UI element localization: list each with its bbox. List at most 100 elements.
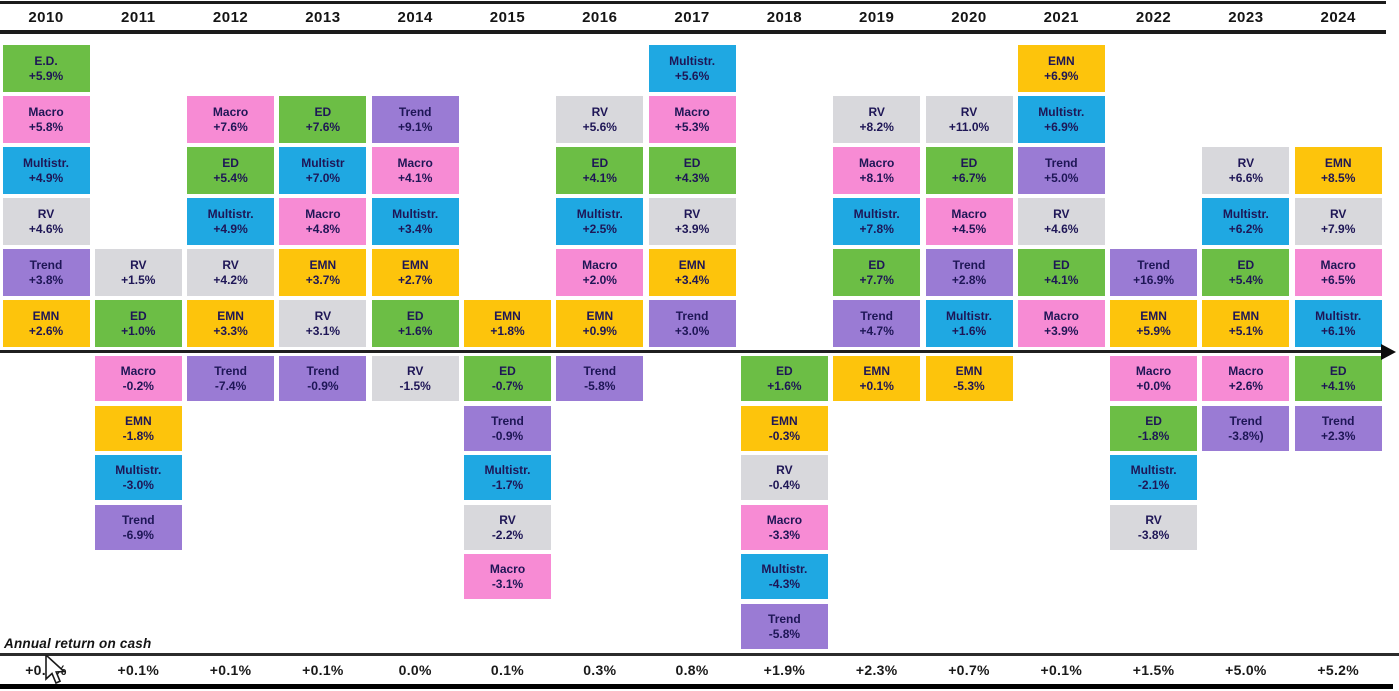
cash-return-value: +1.9% — [763, 662, 806, 678]
strategy-box: ED +7.7% — [833, 249, 921, 296]
strategy-name: Multistr. — [392, 207, 439, 221]
strategy-box: ED +6.7% — [925, 147, 1013, 194]
strategy-box: EMN -0.3% — [740, 405, 828, 451]
year-label: 2014 — [397, 9, 433, 26]
strategy-name: EMN — [955, 364, 983, 378]
strategy-box: EMN +0.9% — [556, 300, 644, 347]
cash-return-value: 0.0% — [398, 662, 432, 678]
strategy-return-value: +7.6% — [213, 120, 248, 134]
strategy-box: ED +1.6% — [740, 356, 828, 401]
strategy-box: Trend -5.8% — [556, 356, 644, 401]
annual-cash-return-label: Annual return on cash — [4, 636, 152, 651]
strategy-name: Multistr. — [669, 54, 716, 68]
year-label: 2016 — [582, 9, 618, 26]
strategy-box: EMN +3.4% — [648, 249, 736, 296]
cash-return-value: +0.7% — [948, 662, 990, 678]
strategy-return-value: +4.8% — [305, 222, 341, 236]
strategy-name: Macro — [489, 562, 526, 576]
strategy-box: RV +4.6% — [2, 198, 90, 245]
strategy-return-value: +8.1% — [859, 171, 894, 185]
strategy-return-value: -3.8% — [1137, 527, 1170, 542]
strategy-box: Trend +2.3% — [1294, 405, 1382, 451]
strategy-name: RV — [776, 463, 793, 477]
strategy-name: Macro — [212, 105, 249, 119]
strategy-return-value: +1.0% — [121, 324, 156, 338]
strategy-name: Macro — [1135, 364, 1172, 378]
strategy-return-value: +4.1% — [582, 171, 617, 185]
strategy-return-value: +3.4% — [398, 222, 433, 236]
strategy-name: Macro — [1320, 258, 1356, 272]
strategy-name: Multistr. — [1038, 105, 1085, 119]
strategy-return-value: +6.7% — [951, 171, 987, 185]
strategy-box: Trend +2.8% — [925, 249, 1013, 296]
strategy-box: Multistr. -1.7% — [464, 455, 551, 500]
strategy-return-value: +4.5% — [951, 222, 987, 236]
strategy-box: Macro +5.8% — [2, 96, 90, 143]
strategy-name: ED — [314, 105, 332, 119]
strategy-name: E.D. — [34, 54, 58, 68]
strategy-name: EMN — [401, 258, 429, 272]
strategy-return-value: +5.9% — [28, 69, 64, 83]
strategy-return-value: +4.1% — [398, 171, 433, 185]
top-rule — [0, 1, 1386, 4]
strategy-box: RV +4.6% — [1017, 198, 1105, 245]
year-label: 2024 — [1320, 9, 1356, 26]
strategy-return-value: -3.1% — [491, 577, 524, 591]
strategy-name: Trend — [1321, 413, 1355, 428]
strategy-box: ED +4.1% — [556, 147, 644, 194]
strategy-return-value: +7.7% — [859, 273, 894, 287]
strategy-return-value: +6.1% — [1321, 324, 1356, 338]
strategy-box: Multistr. +5.6% — [648, 45, 736, 92]
strategy-name: Multistr. — [115, 463, 162, 477]
strategy-box: Trend -7.4% — [187, 356, 275, 401]
strategy-name: ED — [776, 364, 793, 378]
strategy-return-value: -6.9% — [122, 527, 154, 542]
strategy-return-value: +3.9% — [674, 222, 710, 236]
strategy-box: ED +7.6% — [279, 96, 367, 143]
strategy-return-value: +2.3% — [1321, 428, 1356, 443]
strategy-name: EMN — [678, 258, 706, 272]
cash-return-value: +0.1% — [209, 662, 252, 678]
cash-return-value: +0.1% — [302, 662, 344, 678]
zero-axis-line — [0, 350, 1381, 353]
bottom-rule — [0, 684, 1393, 689]
strategy-name: EMN — [217, 309, 244, 323]
strategy-return-value: +11.0% — [948, 120, 990, 134]
strategy-box: Multistr +7.0% — [279, 147, 367, 194]
strategy-return-value: -0.9% — [307, 379, 339, 393]
strategy-return-value: +3.3% — [213, 324, 248, 338]
strategy-return-value: +5.9% — [1136, 324, 1171, 338]
strategy-box: RV +1.5% — [94, 249, 182, 296]
strategy-name: Trend — [398, 105, 432, 119]
mouse-cursor-icon — [45, 655, 66, 685]
strategy-return-value: +2.0% — [582, 273, 617, 287]
strategy-name: EMN — [124, 413, 152, 428]
strategy-name: EMN — [1232, 309, 1260, 323]
strategy-box: ED +1.0% — [94, 300, 182, 347]
strategy-box: Macro +7.6% — [187, 96, 275, 143]
strategy-name: Trend — [306, 364, 340, 378]
strategy-name: Trend — [214, 364, 247, 378]
strategy-name: ED — [406, 309, 424, 323]
strategy-name: ED — [1329, 364, 1347, 378]
header-underline — [0, 30, 1386, 34]
strategy-box: ED +4.1% — [1017, 249, 1105, 296]
strategy-name: Trend — [860, 309, 894, 323]
strategy-name: Trend — [121, 512, 155, 527]
strategy-box: EMN +2.7% — [371, 249, 459, 296]
strategy-box: ED +4.1% — [1294, 356, 1382, 401]
strategy-name: Macro — [859, 156, 895, 170]
strategy-box: Trend -5.8% — [740, 603, 828, 649]
cash-return-value: +0.1% — [117, 662, 160, 678]
strategy-box: ED -0.7% — [464, 356, 551, 401]
strategy-box: ED +5.4% — [187, 147, 275, 194]
strategy-box: Macro +2.0% — [556, 249, 644, 296]
strategy-name: Multistr. — [853, 207, 900, 221]
strategy-name: Trend — [583, 364, 617, 378]
strategy-name: EMN — [309, 258, 337, 272]
strategy-box: EMN +5.1% — [1202, 300, 1290, 347]
strategy-box: EMN +2.6% — [2, 300, 90, 347]
strategy-box: Multistr. +6.2% — [1202, 198, 1290, 245]
year-label: 2020 — [951, 9, 987, 26]
strategy-return-value: +2.6% — [28, 324, 64, 338]
